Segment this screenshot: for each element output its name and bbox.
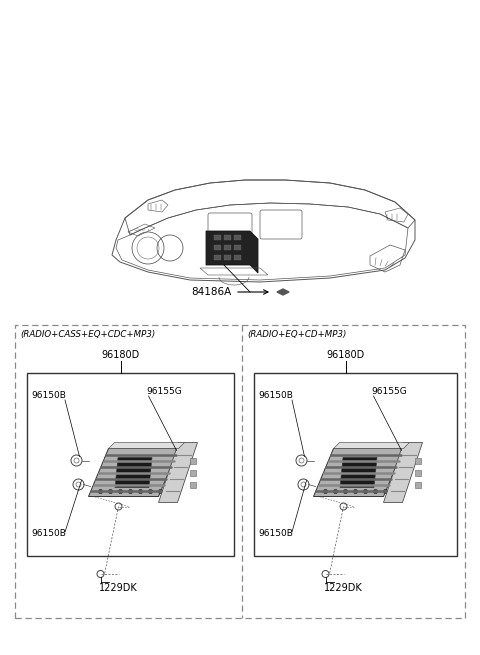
- Circle shape: [108, 489, 113, 494]
- Bar: [415, 457, 420, 464]
- Circle shape: [73, 479, 84, 490]
- Bar: [415, 481, 420, 487]
- Circle shape: [322, 571, 329, 578]
- Bar: [214, 235, 221, 240]
- Circle shape: [71, 455, 82, 466]
- Bar: [190, 481, 195, 487]
- Circle shape: [118, 489, 123, 494]
- Text: 96155G: 96155G: [146, 386, 182, 396]
- Text: 1229DK: 1229DK: [324, 583, 363, 593]
- Circle shape: [384, 489, 388, 494]
- Bar: [224, 235, 231, 240]
- Circle shape: [128, 489, 132, 494]
- Bar: [254, 373, 457, 556]
- Text: 96150B: 96150B: [31, 529, 66, 538]
- Bar: [15, 325, 465, 618]
- Circle shape: [333, 489, 338, 494]
- Polygon shape: [277, 289, 289, 295]
- Text: 96150B: 96150B: [258, 529, 293, 538]
- Bar: [415, 470, 420, 476]
- Bar: [234, 235, 241, 240]
- Polygon shape: [313, 449, 404, 496]
- Circle shape: [340, 503, 347, 510]
- Bar: [224, 255, 231, 260]
- Circle shape: [148, 489, 153, 494]
- Polygon shape: [115, 457, 152, 487]
- Text: (RADIO+CASS+EQ+CDC+MP3): (RADIO+CASS+EQ+CDC+MP3): [20, 331, 155, 339]
- Bar: [224, 245, 231, 250]
- Text: 96150B: 96150B: [31, 390, 66, 400]
- Bar: [214, 255, 221, 260]
- Text: 1229DK: 1229DK: [99, 583, 138, 593]
- Bar: [234, 255, 241, 260]
- Circle shape: [298, 479, 309, 490]
- Polygon shape: [88, 449, 179, 496]
- Circle shape: [98, 489, 103, 494]
- Circle shape: [138, 489, 143, 494]
- Text: 96180D: 96180D: [326, 350, 365, 360]
- Bar: [234, 245, 241, 250]
- Polygon shape: [108, 443, 184, 449]
- Text: 96155G: 96155G: [372, 386, 407, 396]
- Circle shape: [353, 489, 358, 494]
- Bar: [190, 457, 195, 464]
- Circle shape: [97, 571, 104, 578]
- Circle shape: [343, 489, 348, 494]
- Circle shape: [115, 503, 122, 510]
- Polygon shape: [340, 457, 377, 487]
- Polygon shape: [158, 443, 197, 502]
- Circle shape: [296, 455, 307, 466]
- Polygon shape: [206, 231, 258, 273]
- Text: (RADIO+EQ+CD+MP3): (RADIO+EQ+CD+MP3): [247, 331, 347, 339]
- Circle shape: [158, 489, 163, 494]
- Text: 96180D: 96180D: [101, 350, 140, 360]
- Circle shape: [373, 489, 378, 494]
- Bar: [190, 470, 195, 476]
- Polygon shape: [384, 443, 422, 502]
- Text: 96150B: 96150B: [258, 390, 293, 400]
- Bar: [214, 245, 221, 250]
- Circle shape: [363, 489, 368, 494]
- Text: 84186A: 84186A: [192, 287, 232, 297]
- Bar: [27, 373, 234, 556]
- Circle shape: [324, 489, 328, 494]
- Polygon shape: [334, 443, 409, 449]
